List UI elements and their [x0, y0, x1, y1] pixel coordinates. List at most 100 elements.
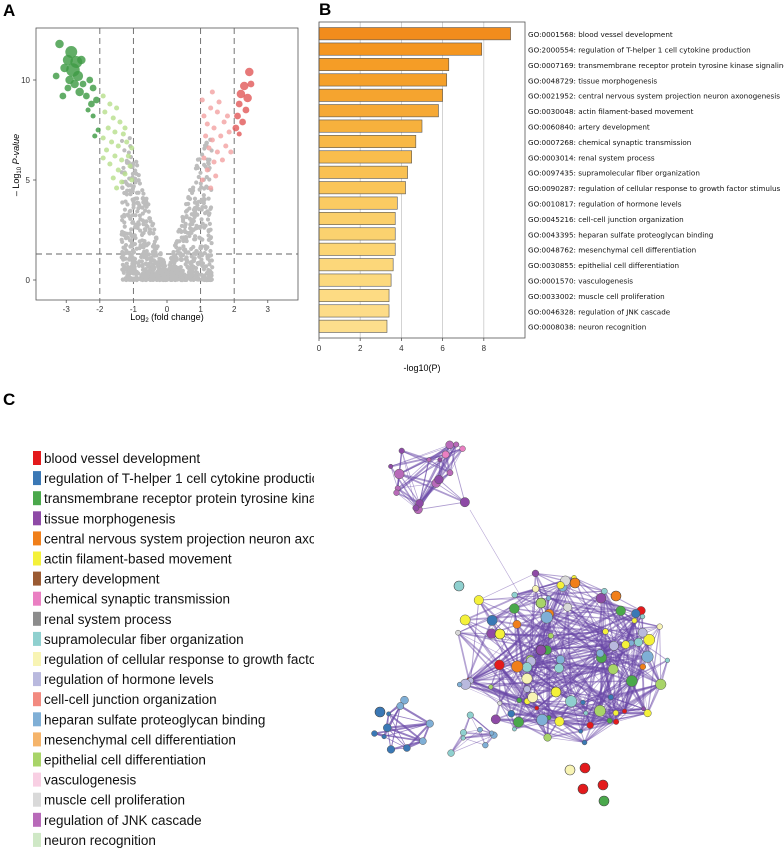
network-edge — [582, 683, 661, 704]
nonsignificant-point — [120, 200, 125, 205]
volcano-point-up_mild — [204, 121, 210, 127]
nonsignificant-point — [208, 270, 213, 275]
network-edge — [499, 666, 518, 704]
nonsignificant-point — [138, 277, 144, 282]
network-edge — [518, 667, 528, 701]
go-term-label: GO:0008038: neuron recognition — [528, 323, 646, 332]
bar-10 — [318, 165, 408, 179]
network-node — [655, 678, 667, 690]
go-term-label: GO:0046328: regulation of JNK cascade — [528, 307, 671, 316]
volcano-point-down_mild — [122, 171, 128, 177]
network-node — [460, 735, 466, 741]
network-node — [532, 585, 540, 593]
nonsignificant-point — [121, 165, 126, 171]
network-edge — [516, 623, 572, 702]
nonsignificant-point — [138, 228, 143, 233]
nonsignificant-point — [178, 257, 183, 262]
nonsignificant-point — [145, 274, 150, 279]
volcano-point-down_mild — [122, 125, 128, 131]
nonsignificant-point — [127, 269, 132, 275]
nonsignificant-point — [195, 157, 201, 162]
nonsignificant-point — [123, 236, 129, 241]
nonsignificant-point — [140, 211, 145, 216]
go-term-label: GO:0090287: regulation of cellular respo… — [528, 184, 781, 193]
x-tick-label: -3 — [63, 305, 71, 314]
nonsignificant-point — [197, 254, 202, 259]
volcano-point-down_mild — [109, 139, 115, 145]
nonsignificant-point — [192, 211, 197, 216]
volcano-point-up_strong — [236, 89, 246, 99]
network-node — [540, 611, 553, 624]
nonsignificant-point — [181, 244, 186, 249]
volcano-point-down_mild — [124, 139, 130, 145]
volcano-point-down_mild — [100, 135, 106, 141]
volcano-point-down_mild — [117, 119, 123, 125]
network-edge — [562, 586, 668, 661]
nonsignificant-point — [205, 217, 211, 222]
volcano-point-down_strong — [72, 70, 84, 82]
volcano-point-up_strong — [247, 80, 255, 88]
network-node — [637, 627, 648, 638]
nonsignificant-point — [124, 181, 130, 187]
network-edge — [511, 712, 586, 715]
x-tick-label: -1 — [130, 305, 138, 314]
nonsignificant-point — [184, 259, 190, 264]
network-node — [512, 620, 522, 629]
network-edge — [463, 731, 495, 736]
network-node — [607, 664, 619, 675]
go-term-label: GO:0030855: epithelial cell differentiat… — [528, 261, 679, 270]
network-node — [426, 457, 432, 463]
volcano-point-down_mild — [100, 93, 106, 99]
nonsignificant-point — [203, 223, 208, 228]
nonsignificant-point — [141, 254, 147, 259]
nonsignificant-point — [143, 277, 149, 283]
nonsignificant-point — [125, 212, 130, 217]
nonsignificant-point — [129, 227, 134, 232]
network-node — [521, 673, 533, 685]
bar-chart-frame — [318, 21, 526, 339]
network-edge — [396, 492, 417, 509]
network-edge — [599, 666, 644, 712]
network-edge — [450, 734, 495, 754]
network-node — [527, 692, 539, 703]
network-edge — [513, 607, 552, 637]
nonsignificant-point — [124, 277, 129, 283]
network-edge — [600, 598, 639, 643]
volcano-point-up_mild — [219, 157, 225, 163]
volcano-point-up_mild — [201, 155, 207, 161]
network-node — [521, 662, 533, 673]
network-node — [434, 474, 444, 485]
network-edge — [498, 664, 549, 738]
volcano-point-down_mild — [119, 157, 125, 163]
network-edge — [548, 597, 632, 644]
volcano-point-up_mild — [206, 145, 212, 151]
nonsignificant-point — [179, 235, 184, 240]
network-node — [455, 629, 461, 636]
network-edge — [498, 664, 513, 714]
go-term-label: GO:0007268: chemical synaptic transmissi… — [528, 138, 691, 147]
network-node-highlight — [535, 597, 547, 609]
network-edge — [570, 653, 601, 702]
nonsignificant-point — [201, 267, 207, 272]
legend-swatch — [33, 491, 41, 506]
nonsignificant-point — [152, 227, 157, 232]
volcano-point-down_mild — [102, 109, 108, 115]
nonsignificant-point — [127, 209, 132, 214]
volcano-point-down_strong — [86, 76, 94, 84]
nonsignificant-point — [205, 254, 210, 259]
legend-label: chemical synaptic transmission — [44, 592, 230, 607]
nonsignificant-point — [196, 174, 201, 180]
network-node-highlight — [569, 577, 581, 589]
go-term-label: GO:0045216: cell-cell junction organizat… — [528, 215, 684, 224]
network-edge — [514, 590, 605, 596]
go-term-label: GO:0007169: transmembrane receptor prote… — [528, 61, 784, 70]
network-node — [489, 730, 495, 736]
legend-swatch — [33, 812, 41, 827]
nonsignificant-point — [143, 208, 148, 213]
legend-label: regulation of hormone levels — [44, 672, 214, 687]
nonsignificant-point — [184, 276, 189, 281]
network-node — [490, 714, 501, 725]
volcano-point-up_mild — [214, 149, 220, 155]
nonsignificant-point — [143, 241, 148, 246]
